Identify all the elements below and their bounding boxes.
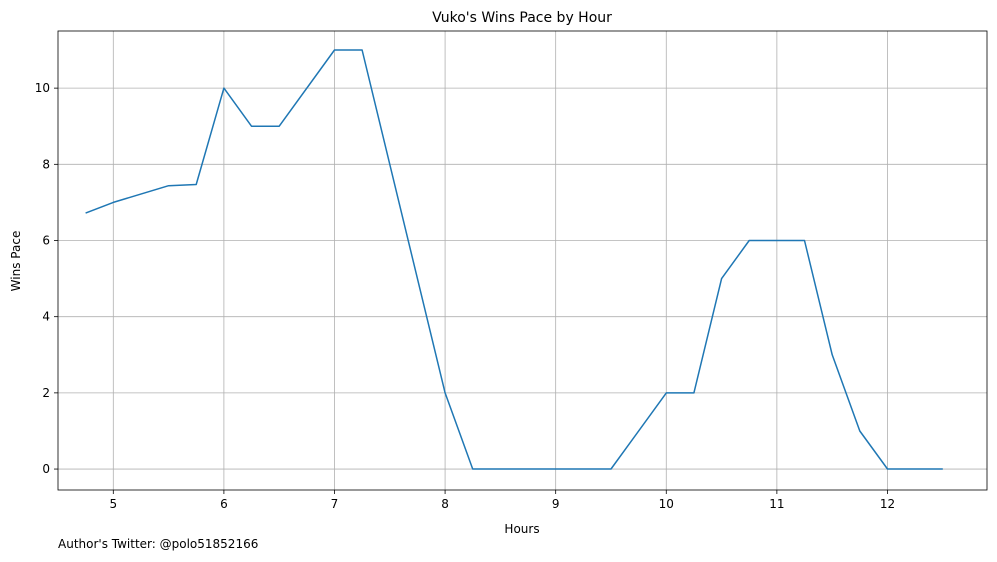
x-tick-label: 9 — [552, 497, 560, 511]
x-axis: 5 6 7 8 9 10 11 12 — [109, 490, 895, 511]
y-tick-label: 8 — [42, 157, 50, 171]
x-tick-label: 11 — [769, 497, 784, 511]
x-tick-label: 8 — [441, 497, 449, 511]
x-axis-label: Hours — [504, 522, 539, 536]
y-tick-label: 4 — [42, 310, 50, 324]
x-tick-label: 12 — [880, 497, 895, 511]
grid — [58, 31, 987, 490]
x-tick-label: 5 — [109, 497, 117, 511]
y-tick-label: 2 — [42, 386, 50, 400]
y-tick-label: 6 — [42, 234, 50, 248]
y-axis: 0 2 4 6 8 10 — [35, 81, 58, 476]
y-tick-label: 0 — [42, 462, 50, 476]
footnote: Author's Twitter: @polo51852166 — [58, 537, 259, 551]
x-tick-label: 6 — [220, 497, 228, 511]
plot-frame — [57, 30, 988, 491]
x-tick-label: 10 — [659, 497, 674, 511]
y-tick-label: 10 — [35, 81, 50, 95]
series-line — [85, 49, 943, 470]
chart-title: Vuko's Wins Pace by Hour — [432, 10, 612, 26]
x-tick-label: 7 — [331, 497, 339, 511]
series-group — [85, 49, 943, 470]
y-axis-label: Wins Pace — [9, 231, 23, 292]
